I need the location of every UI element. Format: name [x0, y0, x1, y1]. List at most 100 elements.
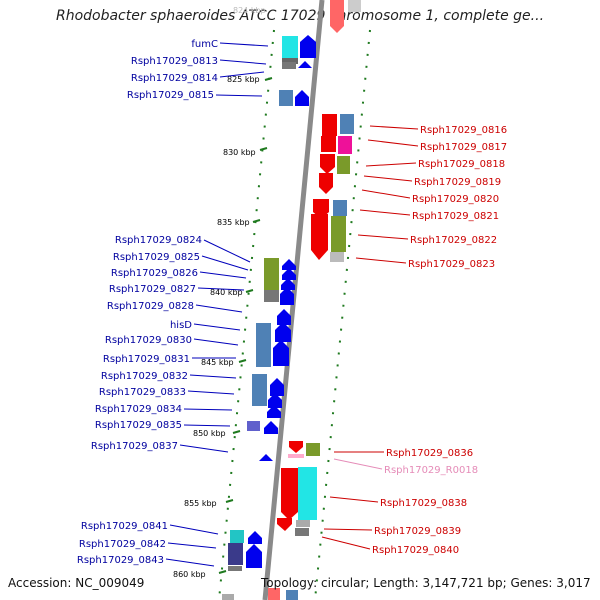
feature-0841 [230, 530, 244, 543]
tick-label-855: 855 kbp [184, 499, 217, 508]
tick-830 [259, 147, 268, 151]
feature-arrow-0828 [277, 309, 291, 325]
tick-label-850: 850 kbp [193, 429, 226, 438]
gene-label-0843[interactable]: Rsph17029_0843 [77, 555, 164, 566]
gene-label-0826[interactable]: Rsph17029_0826 [111, 268, 198, 279]
gene-label-0816[interactable]: Rsph17029_0816 [420, 125, 507, 136]
forward-features [228, 35, 316, 571]
gene-label-R0018[interactable]: Rsph17029_R0018 [384, 465, 478, 476]
feature-top-reverse [330, 0, 344, 33]
tick-855 [225, 499, 234, 503]
tick-label-835: 835 kbp [217, 218, 250, 227]
feature-arrow-0836 [289, 441, 303, 453]
gene-label-0817[interactable]: Rsph17029_0817 [420, 142, 507, 153]
gene-label-0815[interactable]: Rsph17029_0815 [127, 90, 214, 101]
feature-hisD [256, 323, 271, 367]
feature-arrow-0815 [295, 90, 309, 106]
feature-arrow-0842 [246, 544, 262, 568]
gene-label-0818[interactable]: Rsph17029_0818 [418, 159, 505, 170]
feature-0835 [247, 421, 260, 431]
feature-arrow-0838 [281, 468, 298, 520]
feature-0823 [330, 252, 344, 262]
reverse-features [222, 0, 361, 600]
tick-840 [245, 289, 254, 293]
gene-label-0819[interactable]: Rsph17029_0819 [414, 177, 501, 188]
feature-0825 [264, 273, 279, 290]
feature-arrow-0819 [319, 173, 333, 194]
feature-arrow-0824 [282, 259, 296, 270]
gene-label-0823[interactable]: Rsph17029_0823 [408, 259, 495, 270]
feature-bottom-red [268, 588, 280, 600]
feature-arrow-0830 [273, 340, 289, 366]
gene-label-0840[interactable]: Rsph17029_0840 [372, 545, 459, 556]
feature-arrow-0832 [270, 378, 284, 396]
feature-fumC [282, 36, 298, 58]
feature-0817-pink [338, 136, 352, 154]
feature-arrow-0837 [259, 454, 273, 461]
gene-label-0814[interactable]: Rsph17029_0814 [131, 73, 218, 84]
gene-label-0824[interactable]: Rsph17029_0824 [115, 235, 202, 246]
gene-label-0832[interactable]: Rsph17029_0832 [101, 371, 188, 382]
gene-label-0827[interactable]: Rsph17029_0827 [109, 284, 196, 295]
feature-0817 [321, 136, 336, 152]
tick-label-top: 824 kbp [233, 6, 266, 15]
tick-label-860: 860 kbp [173, 570, 206, 579]
kbp-ticks: 824 kbp 825 kbp 830 kbp 835 kbp 840 kbp … [173, 6, 273, 579]
feature-0822 [331, 216, 346, 252]
tick-860 [218, 570, 227, 574]
gene-label-0837[interactable]: Rsph17029_0837 [91, 441, 178, 452]
reverse-labels: Rsph17029_0816 Rsph17029_0817 Rsph17029_… [321, 125, 507, 556]
tick-845 [238, 359, 247, 363]
gene-label-0838[interactable]: Rsph17029_0838 [380, 498, 467, 509]
accession-text: Accession: NC_009049 [8, 576, 145, 590]
gene-label-0813[interactable]: Rsph17029_0813 [131, 56, 218, 67]
gene-label-0842[interactable]: Rsph17029_0842 [79, 539, 166, 550]
feature-0836 [306, 443, 320, 456]
gene-label-0822[interactable]: Rsph17029_0822 [410, 235, 497, 246]
gene-label-0831[interactable]: Rsph17029_0831 [103, 354, 190, 365]
gene-label-0821[interactable]: Rsph17029_0821 [412, 211, 499, 222]
feature-0840 [295, 528, 309, 536]
gene-label-fumC[interactable]: fumC [191, 39, 218, 50]
gene-label-0834[interactable]: Rsph17029_0834 [95, 404, 182, 415]
feature-arrow-0841 [248, 531, 262, 544]
feature-arrow-0825 [282, 268, 296, 280]
feature-0824 [264, 258, 279, 273]
gene-label-0836[interactable]: Rsph17029_0836 [386, 448, 473, 459]
feature-0815 [279, 90, 293, 106]
gene-label-0830[interactable]: Rsph17029_0830 [105, 335, 192, 346]
topology-text: Topology: circular; Length: 3,147,721 bp… [261, 576, 591, 590]
tick-label-830: 830 kbp [223, 148, 256, 157]
feature-arrow-0827 [280, 287, 294, 305]
gene-label-0828[interactable]: Rsph17029_0828 [107, 301, 194, 312]
feature-R0018 [288, 454, 304, 458]
feature-0813 [282, 62, 296, 69]
left-guide-line [218, 29, 275, 600]
feature-0842 [228, 543, 243, 565]
feature-0818 [337, 156, 350, 174]
tick-825 [264, 77, 273, 81]
feature-bottom-blue [286, 590, 298, 600]
feature-0821 [333, 200, 347, 216]
feature-arrow-0821 [311, 214, 328, 260]
tick-850 [232, 430, 241, 434]
tick-835 [252, 219, 261, 223]
gene-label-0820[interactable]: Rsph17029_0820 [412, 194, 499, 205]
gene-label-0839[interactable]: Rsph17029_0839 [374, 526, 461, 537]
gene-label-0825[interactable]: Rsph17029_0825 [113, 252, 200, 263]
map-title: Rhodobacter sphaeroides ATCC 17029 chrom… [55, 8, 545, 24]
feature-arrow-fumC [300, 35, 316, 58]
gene-label-hisD[interactable]: hisD [170, 320, 192, 331]
feature-arrow-0835 [264, 421, 278, 434]
forward-labels: fumC Rsph17029_0813 Rsph17029_0814 Rsph1… [77, 39, 269, 567]
gene-label-0841[interactable]: Rsph17029_0841 [81, 521, 168, 532]
feature-arrow-0834 [267, 405, 281, 418]
feature-0838 [298, 467, 317, 520]
feature-arrow-0813 [298, 61, 312, 68]
feature-bottom-grey [222, 594, 234, 600]
tick-label-825: 825 kbp [227, 75, 260, 84]
feature-0839 [296, 520, 310, 527]
gene-label-0833[interactable]: Rsph17029_0833 [99, 387, 186, 398]
gene-label-0835[interactable]: Rsph17029_0835 [95, 420, 182, 431]
